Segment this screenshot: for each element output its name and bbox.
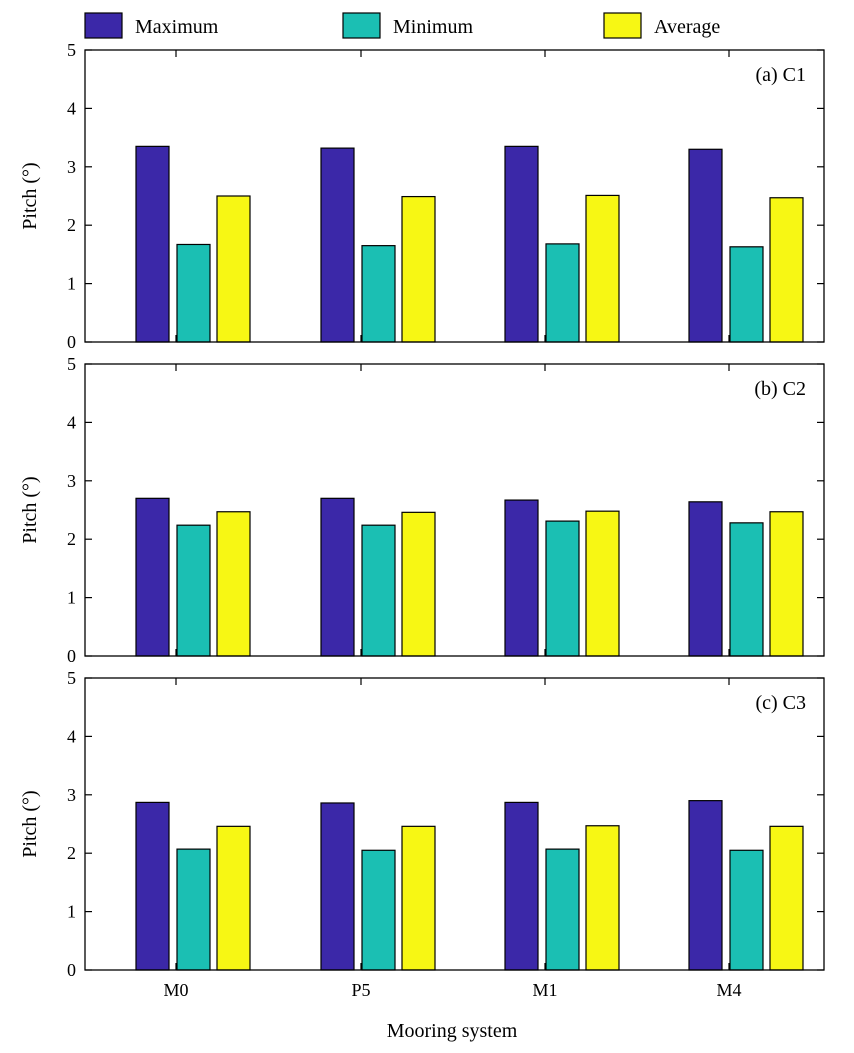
y-axis-title: Pitch (°) [19,162,41,229]
y-tick-label: 1 [67,274,76,294]
y-tick-label: 5 [67,354,76,374]
bar-minimum-p5 [361,245,396,343]
bar-average-p5 [401,195,436,343]
y-tick-label: 2 [67,843,76,863]
panel-label: (a) C1 [755,64,806,86]
y-tick-label: 5 [67,40,76,60]
legend: Maximum Minimum Average [84,12,720,39]
bar-average-p5 [401,511,436,657]
bar-minimum-m4 [729,522,764,657]
bar-maximum-m1 [504,801,539,971]
bar-maximum-p5 [320,147,355,343]
plot-frame [84,677,825,971]
bar-minimum-m4 [729,246,764,343]
plot-frame [84,49,825,343]
bar-minimum-m0 [176,848,211,971]
y-tick-label: 2 [67,215,76,235]
y-tick-label: 4 [67,98,76,118]
bar-average-m1 [585,510,620,657]
x-tick-label-m0: M0 [163,980,188,1000]
x-tick-label-m4: M4 [716,980,741,1000]
bar-average-m0 [216,511,251,657]
bar-average-m1 [585,194,620,343]
panels: 0 1 2 3 4 5 (a) C1 Pitch (°) 0 1 2 3 4 5 (b) C2 Pitch (… [19,40,825,1000]
y-tick-label: 5 [67,668,76,688]
bar-maximum-m0 [135,497,170,657]
bar-minimum-p5 [361,524,396,657]
bar-maximum-m4 [688,800,723,971]
bar-maximum-m1 [504,145,539,343]
bar-minimum-m0 [176,524,211,657]
y-tick-label: 3 [67,157,76,177]
y-tick-label: 3 [67,471,76,491]
bar-maximum-m4 [688,148,723,343]
bar-minimum-m1 [545,243,580,343]
legend-label-maximum: Maximum [135,16,219,38]
bar-maximum-m0 [135,145,170,343]
panel-1: 0 1 2 3 4 5 (a) C1 Pitch (°) [19,40,825,352]
panel-label: (b) C2 [754,378,806,400]
y-tick-label: 1 [67,902,76,922]
x-tick-label-p5: P5 [351,980,370,1000]
x-tick-label-m1: M1 [532,980,557,1000]
x-axis-title: Mooring system [387,1020,518,1042]
bar-minimum-p5 [361,849,396,971]
bar-minimum-m1 [545,848,580,971]
bar-maximum-p5 [320,802,355,971]
y-tick-label: 0 [67,332,76,352]
bar-minimum-m0 [176,243,211,343]
legend-label-minimum: Minimum [393,16,473,38]
bar-minimum-m1 [545,520,580,657]
y-tick-label: 3 [67,785,76,805]
bar-average-m4 [769,197,804,343]
y-axis-title: Pitch (°) [19,790,41,857]
bar-minimum-m4 [729,849,764,971]
plot-frame [84,363,825,657]
bar-average-m4 [769,511,804,657]
y-tick-label: 4 [67,726,76,746]
legend-label-average: Average [654,16,720,38]
y-tick-label: 2 [67,529,76,549]
panel-3: 0 1 2 3 4 5 (c) C3 Pitch (°) [19,668,825,980]
y-tick-label: 4 [67,412,76,432]
bar-maximum-m1 [504,499,539,657]
bar-maximum-m0 [135,801,170,971]
bar-maximum-m4 [688,501,723,657]
panel-2: 0 1 2 3 4 5 (b) C2 Pitch (°) [19,354,825,666]
y-tick-label: 1 [67,588,76,608]
bar-average-m0 [216,825,251,971]
y-tick-label: 0 [67,646,76,666]
panel-label: (c) C3 [755,692,806,714]
bar-average-m0 [216,195,251,343]
bar-average-p5 [401,825,436,971]
legend-swatch-maximum [84,12,123,39]
y-axis-title: Pitch (°) [19,476,41,543]
bar-average-m4 [769,825,804,971]
legend-swatch-average [603,12,642,39]
bar-average-m1 [585,825,620,971]
bar-maximum-p5 [320,497,355,657]
legend-swatch-minimum [342,12,381,39]
y-tick-label: 0 [67,960,76,980]
